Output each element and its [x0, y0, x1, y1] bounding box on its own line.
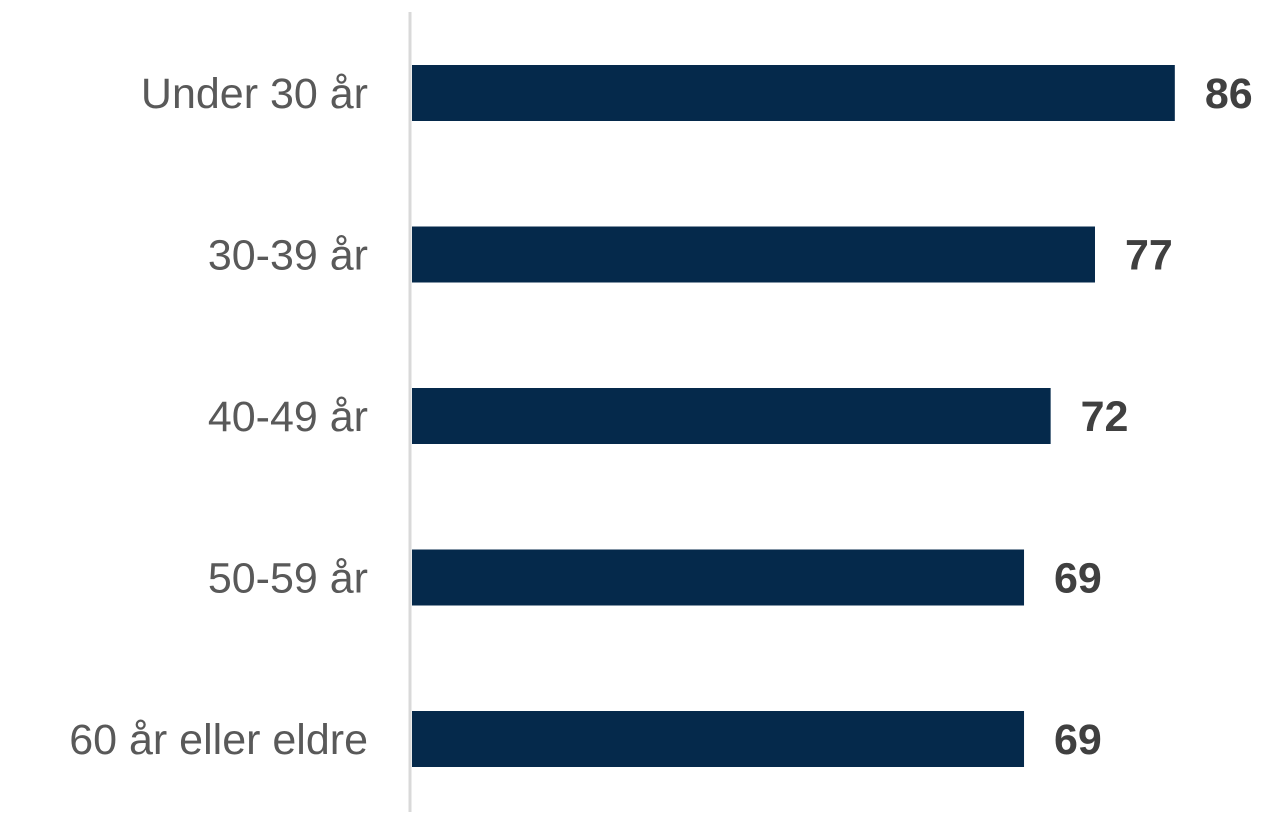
data-label-1: 77 — [1125, 232, 1173, 280]
bar-3 — [412, 549, 1025, 606]
category-label-1: 30-39 år — [208, 232, 368, 280]
data-label-4: 69 — [1054, 716, 1102, 764]
data-label-3: 69 — [1054, 555, 1102, 603]
data-label-2: 72 — [1081, 393, 1129, 441]
category-label-3: 50-59 år — [208, 555, 368, 603]
bars-layer — [412, 65, 1175, 767]
category-label-0: Under 30 år — [141, 70, 368, 118]
bar-2 — [412, 388, 1051, 444]
data-label-0: 86 — [1205, 70, 1253, 118]
labels-layer: Under 30 år 86 30-39 år 77 40-49 år 72 50-59 å… — [69, 70, 1252, 764]
bar-4 — [412, 711, 1025, 767]
bar-1 — [412, 226, 1095, 283]
category-label-4: 60 år eller eldre — [69, 716, 368, 764]
category-label-2: 40-49 år — [208, 393, 368, 441]
bar-0 — [412, 65, 1175, 121]
